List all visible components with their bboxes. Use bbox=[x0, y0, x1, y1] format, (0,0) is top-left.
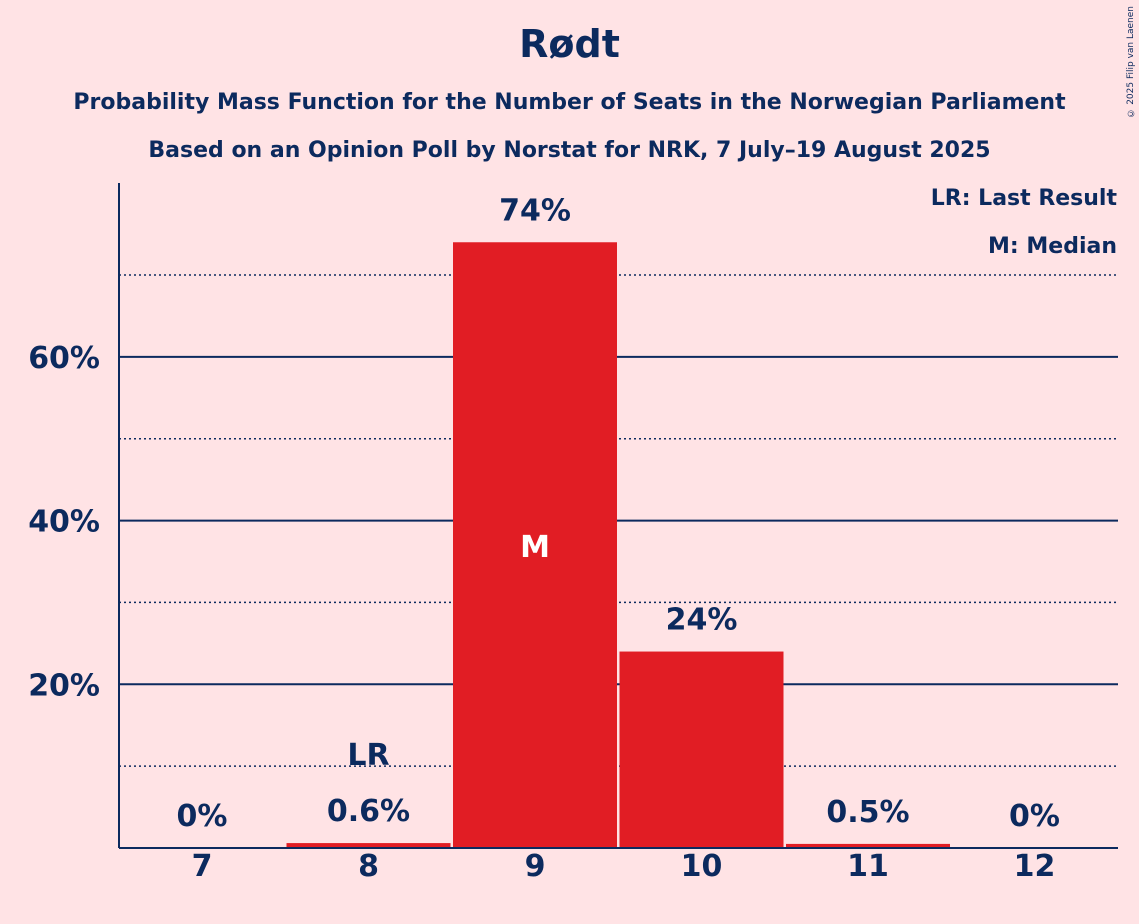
x-tick-label-11: 11 bbox=[847, 849, 889, 884]
data-label-10: 24% bbox=[666, 603, 738, 638]
data-label-11: 0.5% bbox=[826, 795, 909, 830]
x-tick-label-12: 12 bbox=[1014, 849, 1056, 884]
bar-10 bbox=[619, 651, 784, 848]
legend-last-result: LR: Last Result bbox=[930, 186, 1117, 211]
median-marker: M bbox=[520, 530, 550, 565]
chart-subtitle-poll: Based on an Opinion Poll by Norstat for … bbox=[148, 138, 991, 163]
data-label-9: 74% bbox=[499, 193, 571, 228]
chart-title: Rødt bbox=[519, 22, 620, 66]
legend-median: M: Median bbox=[988, 234, 1117, 259]
x-tick-label-10: 10 bbox=[681, 849, 723, 884]
data-label-12: 0% bbox=[1009, 799, 1060, 834]
bar-11 bbox=[786, 843, 950, 848]
x-tick-label-7: 7 bbox=[192, 849, 213, 884]
bar-9 bbox=[453, 242, 617, 848]
y-tick-label-40: 40% bbox=[28, 505, 100, 540]
x-tick-label-9: 9 bbox=[525, 849, 546, 884]
data-label-8: 0.6% bbox=[327, 794, 410, 829]
x-tick-label-8: 8 bbox=[358, 849, 379, 884]
chart-subtitle: Probability Mass Function for the Number… bbox=[73, 90, 1066, 115]
bar-8 bbox=[286, 843, 451, 848]
last-result-marker: LR bbox=[347, 738, 389, 773]
y-tick-label-60: 60% bbox=[28, 341, 100, 376]
data-label-7: 0% bbox=[177, 799, 228, 834]
y-tick-label-20: 20% bbox=[28, 668, 100, 703]
